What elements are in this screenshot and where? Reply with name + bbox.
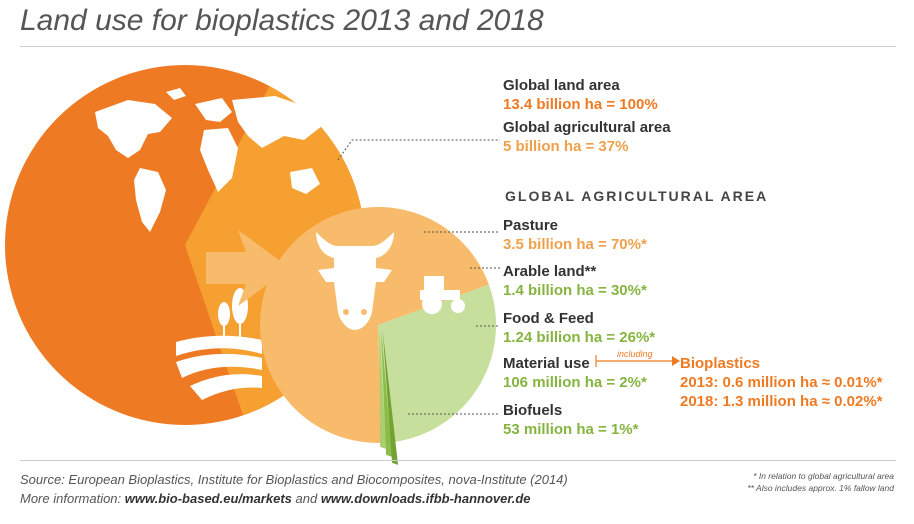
page-title: Land use for bioplastics 2013 and 2018 (20, 4, 544, 37)
link-ifbb[interactable]: www.downloads.ifbb-hannover.de (320, 491, 531, 506)
tractor-icon (420, 276, 465, 314)
arable-value: 1.4 billion ha = 30%* (503, 282, 647, 299)
more-info-prefix: More information: (20, 491, 125, 506)
global-agri-value: 5 billion ha = 37% (503, 138, 629, 155)
biofuels-name: Biofuels (503, 402, 563, 419)
more-info-and: and (291, 491, 321, 506)
footnote-1: * In relation to global agricultural are… (753, 471, 894, 481)
bioplastics-name: Bioplastics (680, 355, 761, 372)
link-bio-based[interactable]: www.bio-based.eu/markets (124, 491, 292, 506)
source-divider (20, 460, 896, 461)
source-block: Source: European Bioplastics, Institute … (20, 470, 568, 508)
pasture-label: Pasture 3.5 billion ha = 70%* (503, 216, 647, 254)
arrow-icon (206, 230, 290, 306)
food-feed-bar (379, 326, 387, 449)
global-land-value: 13.4 billion ha = 100% (503, 96, 658, 113)
material-use-label: Material use 106 million ha = 2%* (503, 354, 647, 392)
bioplastics-label: Bioplastics 2013: 0.6 million ha ≈ 0.01%… (680, 354, 883, 411)
food-feed-label: Food & Feed 1.24 billion ha = 26%* (503, 309, 655, 347)
material-use-value: 106 million ha = 2%* (503, 374, 647, 391)
global-land-name: Global land area (503, 77, 620, 94)
food-feed-name: Food & Feed (503, 310, 594, 327)
arable-name: Arable land** (503, 263, 597, 280)
biofuels-value: 53 million ha = 1%* (503, 421, 639, 438)
material-use-name: Material use (503, 355, 590, 372)
world-map-icon (95, 88, 322, 232)
more-info-line: More information: www.bio-based.eu/marke… (20, 489, 568, 508)
food-feed-value: 1.24 billion ha = 26%* (503, 329, 656, 346)
including-arrowhead (672, 356, 680, 366)
source-line: Source: European Bioplastics, Institute … (20, 472, 568, 487)
leader-lines (337, 139, 500, 415)
global-agri-label: Global agricultural area 5 billion ha = … (503, 118, 671, 156)
bioplastics-2013: 2013: 0.6 million ha ≈ 0.01%* (680, 374, 883, 391)
section-heading: GLOBAL AGRICULTURAL AREA (505, 188, 769, 204)
biofuels-bar (382, 331, 399, 465)
arable-label: Arable land** 1.4 billion ha = 30%* (503, 262, 647, 300)
footnote-2: ** Also includes approx. 1% fallow land (747, 483, 894, 493)
arable-slice (378, 284, 497, 443)
footnotes: * In relation to global agricultural are… (747, 470, 894, 494)
title-divider (20, 46, 896, 47)
pasture-slice (260, 206, 489, 443)
global-land-label: Global land area 13.4 billion ha = 100% (503, 76, 658, 114)
farm-field-icon (176, 288, 262, 400)
material-use-bar (381, 329, 393, 457)
pasture-name: Pasture (503, 217, 559, 234)
cow-icon (316, 232, 394, 330)
biofuels-label: Biofuels 53 million ha = 1%* (503, 401, 638, 439)
including-note: including (617, 349, 653, 359)
global-agri-name: Global agricultural area (503, 119, 671, 136)
bioplastics-2018: 2018: 1.3 million ha ≈ 0.02%* (680, 393, 883, 410)
pasture-value: 3.5 billion ha = 70%* (503, 236, 647, 253)
